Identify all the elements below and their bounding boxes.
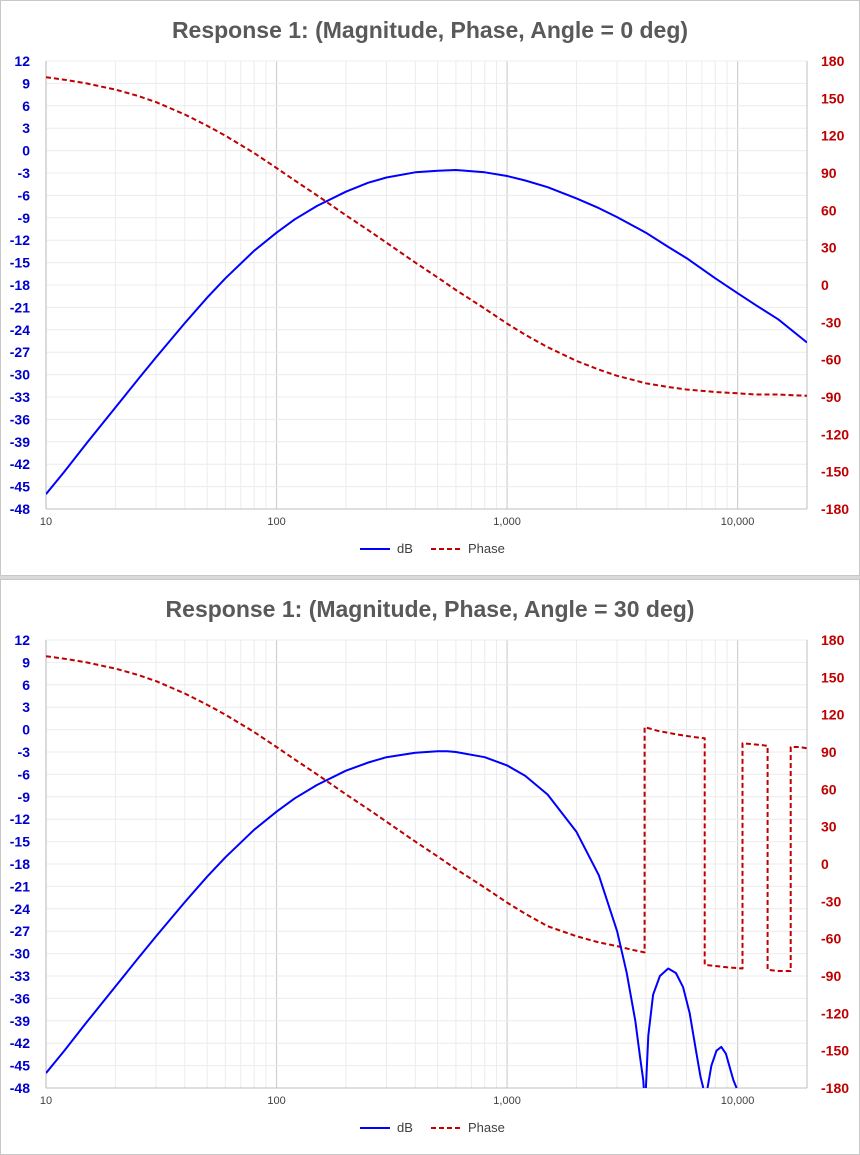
y-left-tick-label: -6	[18, 187, 31, 203]
series-line-db	[46, 750, 645, 1089]
y-left-tick-label: -39	[10, 434, 30, 450]
y-right-tick-label: 120	[821, 128, 845, 144]
legend: dB Phase	[360, 541, 505, 556]
chart-svg-1: Response 1: (Magnitude, Phase, Angle = 3…	[10, 596, 849, 1135]
y-left-tick-label: -9	[18, 789, 31, 805]
y-left-tick-label: -48	[10, 501, 30, 517]
legend-label: dB	[397, 541, 413, 556]
y-right-tick-label: -180	[821, 501, 849, 517]
y-left-tick-label: 9	[22, 654, 30, 670]
y-left-tick-label: -42	[10, 1035, 30, 1051]
y-left-tick-label: -42	[10, 456, 30, 472]
y-left-tick-label: -18	[10, 856, 30, 872]
plot-area	[46, 76, 807, 495]
chart-panel-1: Response 1: (Magnitude, Phase, Angle = 3…	[0, 579, 860, 1155]
series-line-db	[644, 967, 705, 1089]
chart-panel-0: Response 1: (Magnitude, Phase, Angle = 0…	[0, 0, 860, 576]
y-right-tick-label: 60	[821, 202, 837, 218]
y-right-tick-label: -90	[821, 968, 841, 984]
series-line-phase	[46, 655, 807, 972]
x-tick-label: 100	[267, 1095, 285, 1107]
y-left-tick-label: -6	[18, 766, 31, 782]
y-right-tick-label: 150	[821, 90, 845, 106]
y-left-tick-label: -24	[10, 901, 30, 917]
x-tick-label: 10	[40, 1095, 52, 1107]
y-left-tick-label: -21	[10, 878, 30, 894]
y-right-tick-label: 150	[821, 669, 845, 685]
legend-label: Phase	[468, 1120, 505, 1135]
series-line-phase	[46, 76, 807, 397]
y-left-tick-label: 0	[22, 143, 30, 159]
x-tick-label: 1,000	[493, 1095, 521, 1107]
y-left-tick-label: 9	[22, 75, 30, 91]
y-right-tick-label: 30	[821, 240, 837, 256]
y-right-tick-label: -120	[821, 1005, 849, 1021]
y-left-tick-label: -12	[10, 811, 30, 827]
gridlines	[45, 639, 808, 1089]
gridlines	[45, 60, 808, 510]
y-right-tick-label: -60	[821, 352, 841, 368]
y-left-tick-label: 3	[22, 120, 30, 136]
y-left-tick-label: -3	[18, 744, 31, 760]
x-tick-label: 100	[267, 516, 285, 528]
y-left-tick-label: 6	[22, 98, 30, 114]
y-right-tick-label: 0	[821, 277, 829, 293]
y-right-tick-label: -120	[821, 426, 849, 442]
y-right-tick-label: 0	[821, 856, 829, 872]
y-right-tick-label: -60	[821, 931, 841, 947]
legend: dB Phase	[360, 1120, 505, 1135]
x-tick-label: 10	[40, 516, 52, 528]
y-right-tick-label: -150	[821, 464, 849, 480]
y-right-tick-label: 90	[821, 165, 837, 181]
x-tick-label: 10,000	[721, 516, 755, 528]
legend-label: dB	[397, 1120, 413, 1135]
chart-svg-0: Response 1: (Magnitude, Phase, Angle = 0…	[10, 17, 849, 556]
y-left-tick-label: -27	[10, 923, 30, 939]
x-tick-label: 10,000	[721, 1095, 755, 1107]
chart-title: Response 1: (Magnitude, Phase, Angle = 0…	[172, 17, 688, 43]
y-left-tick-label: -48	[10, 1080, 30, 1096]
y-left-tick-label: 0	[22, 722, 30, 738]
y-left-tick-label: 12	[14, 632, 30, 648]
y-right-tick-label: -30	[821, 314, 841, 330]
y-right-tick-label: 180	[821, 632, 845, 648]
y-left-tick-label: 3	[22, 699, 30, 715]
y-left-tick-label: -15	[10, 834, 30, 850]
y-left-tick-label: -33	[10, 968, 30, 984]
y-left-tick-label: -15	[10, 255, 30, 271]
y-left-tick-label: -9	[18, 210, 31, 226]
y-left-tick-label: -12	[10, 232, 30, 248]
y-right-tick-label: -90	[821, 389, 841, 405]
plot-area	[46, 655, 807, 1089]
y-left-tick-label: -45	[10, 1058, 30, 1074]
y-right-tick-label: 60	[821, 781, 837, 797]
y-right-tick-label: 90	[821, 744, 837, 760]
y-right-tick-label: 120	[821, 707, 845, 723]
chart-title: Response 1: (Magnitude, Phase, Angle = 3…	[166, 596, 695, 622]
series-line-db	[46, 169, 807, 495]
y-left-tick-label: 6	[22, 677, 30, 693]
y-left-tick-label: -36	[10, 411, 30, 427]
y-left-tick-label: 12	[14, 53, 30, 69]
y-left-tick-label: -21	[10, 299, 30, 315]
series-line-db	[706, 1045, 738, 1089]
y-left-tick-label: -39	[10, 1013, 30, 1029]
y-left-tick-label: -30	[10, 367, 30, 383]
y-right-tick-label: -150	[821, 1043, 849, 1059]
legend-label: Phase	[468, 541, 505, 556]
y-left-tick-label: -3	[18, 165, 31, 181]
y-right-tick-label: -30	[821, 893, 841, 909]
y-right-tick-label: 30	[821, 819, 837, 835]
y-left-tick-label: -27	[10, 344, 30, 360]
y-left-tick-label: -18	[10, 277, 30, 293]
y-left-tick-label: -33	[10, 389, 30, 405]
y-right-tick-label: -180	[821, 1080, 849, 1096]
x-tick-label: 1,000	[493, 516, 521, 528]
y-right-tick-label: 180	[821, 53, 845, 69]
y-left-tick-label: -24	[10, 322, 30, 338]
y-left-tick-label: -36	[10, 990, 30, 1006]
y-left-tick-label: -45	[10, 479, 30, 495]
y-left-tick-label: -30	[10, 946, 30, 962]
